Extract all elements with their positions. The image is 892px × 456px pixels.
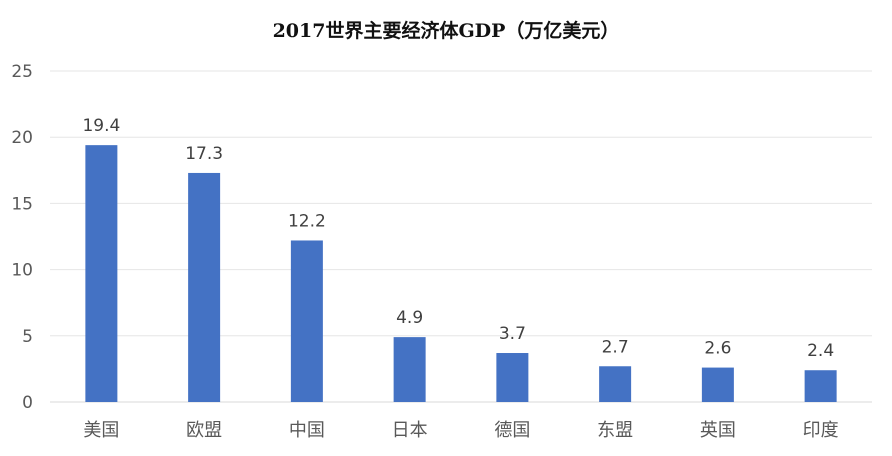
category-label: 东盟 [597,420,633,441]
y-tick-label: 5 [22,327,33,347]
chart-title: 2017世界主要经济体GDP（万亿美元） [273,19,620,42]
bar-5 [599,366,632,402]
bar-0 [85,145,118,403]
y-tick-label: 0 [22,393,33,413]
category-label: 英国 [700,420,736,441]
data-label: 17.3 [185,144,223,164]
gridlines [50,70,872,403]
category-label: 美国 [83,420,119,441]
y-tick-label: 20 [11,128,33,148]
y-tick-label: 10 [11,261,33,281]
x-axis: 美国 欧盟 中国 日本 德国 东盟 英国 印度 [83,420,838,441]
bars [85,145,837,403]
data-label: 2.6 [704,339,731,359]
category-label: 印度 [803,420,839,441]
data-label: 12.2 [288,211,326,231]
data-label: 4.9 [396,308,423,328]
bar-3 [393,337,426,402]
bar-2 [290,240,323,402]
bar-4 [496,353,529,402]
category-label: 中国 [289,420,325,441]
data-label: 3.7 [499,324,526,344]
data-label: 19.4 [82,116,120,136]
y-tick-label: 15 [11,194,33,214]
data-label: 2.7 [602,337,629,357]
category-label: 欧盟 [186,420,222,441]
bar-6 [701,367,734,402]
data-labels: 19.4 17.3 12.2 4.9 3.7 2.7 2.6 2.4 [82,116,834,361]
y-axis: 0 5 10 15 20 25 [11,62,33,413]
data-label: 2.4 [807,341,834,361]
category-label: 日本 [392,420,428,441]
bar-1 [188,172,221,402]
y-tick-label: 25 [11,62,33,82]
category-label: 德国 [494,420,530,441]
bar-7 [804,370,837,402]
